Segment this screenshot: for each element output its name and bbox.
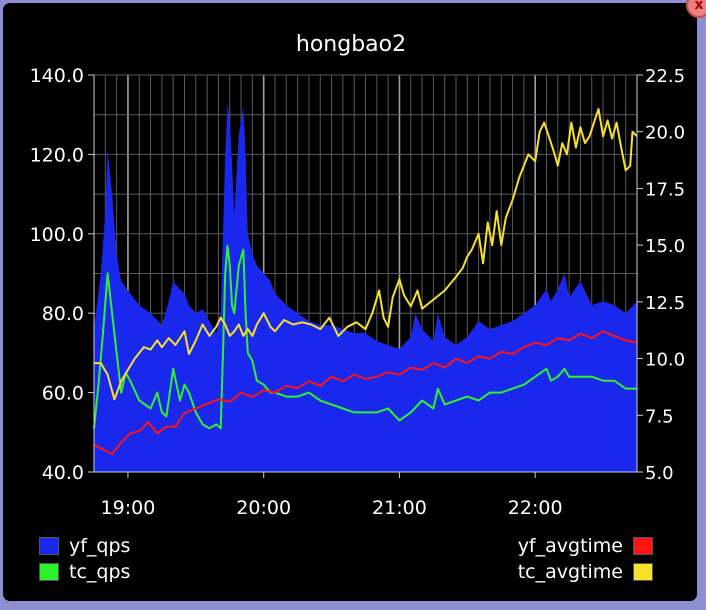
legend-item-yf-qps: yf_qps — [39, 533, 130, 559]
x-tick-label: 22:00 — [508, 497, 563, 519]
y-left-tick-label: 120.0 — [30, 144, 84, 166]
chart-title: hongbao2 — [296, 32, 406, 57]
legend-swatch-tc-avgtime — [633, 563, 653, 581]
legend-label-yf-qps: yf_qps — [69, 535, 131, 557]
series-line-tc-avgtime — [94, 108, 638, 401]
y-right-tick-label: 10.0 — [645, 350, 685, 371]
series-line-yf-avgtime — [93, 330, 638, 455]
y-left-tick-label: 40.0 — [42, 462, 84, 484]
y-right-tick-label: 12.5 — [645, 293, 685, 314]
legend-label-yf-avgtime: yf_avgtime — [517, 535, 623, 557]
chart: hongbao2 40.0 60.0 80.0 100.0 120.0 140.0 5.0 7… — [30, 32, 685, 519]
legend-swatch-yf-qps — [39, 537, 59, 555]
legend-swatch-tc-qps — [39, 563, 59, 581]
y-right-tick-label: 5.0 — [645, 463, 674, 484]
legend-item-yf-avgtime: yf_avgtime — [518, 533, 653, 559]
close-button[interactable]: x — [686, 0, 706, 18]
x-tick-label: 19:00 — [101, 497, 156, 519]
y-left-tick-label: 80.0 — [42, 303, 84, 325]
legend-left: yf_qps tc_qps — [39, 533, 130, 585]
legend-item-tc-qps: tc_qps — [39, 559, 130, 585]
legend-label-tc-qps: tc_qps — [69, 561, 131, 583]
y-left-tick-label: 60.0 — [42, 383, 84, 405]
legend-right: yf_avgtime tc_avgtime — [518, 533, 653, 585]
y-right-tick-label: 20.0 — [645, 123, 685, 144]
y-left-tick-label: 140.0 — [30, 65, 84, 87]
x-tick-label: 21:00 — [372, 497, 427, 519]
y-right-tick-label: 15.0 — [645, 236, 685, 257]
y-right-tick-label: 17.5 — [645, 179, 685, 200]
legend-item-tc-avgtime: tc_avgtime — [518, 559, 653, 585]
x-tick-label: 20:00 — [236, 497, 291, 519]
legend-swatch-yf-avgtime — [633, 537, 653, 555]
y-left-tick-label: 100.0 — [30, 224, 84, 246]
series-area-yf-qps — [94, 102, 637, 473]
legend-label-tc-avgtime: tc_avgtime — [517, 561, 623, 583]
y-right-tick-label: 7.5 — [645, 406, 674, 427]
y-right-tick-label: 22.5 — [645, 66, 685, 87]
